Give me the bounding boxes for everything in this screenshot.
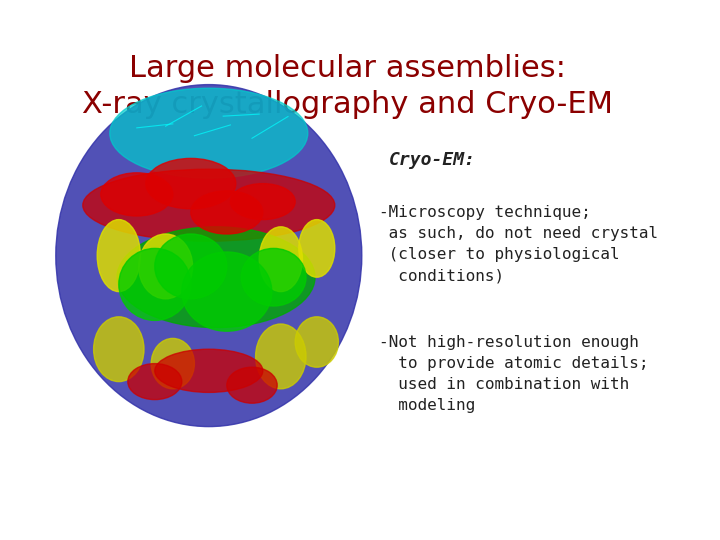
Ellipse shape [117,227,315,328]
Ellipse shape [128,363,181,400]
Ellipse shape [259,227,302,292]
Ellipse shape [191,191,263,234]
Ellipse shape [139,234,193,299]
Text: -Not high-resolution enough
  to provide atomic details;
  used in combination w: -Not high-resolution enough to provide a… [379,335,648,413]
Ellipse shape [295,317,338,367]
Ellipse shape [110,88,308,178]
Text: Large molecular assemblies:
X-ray crystallography and Cryo-EM: Large molecular assemblies: X-ray crysta… [82,54,613,119]
Ellipse shape [299,220,335,277]
Ellipse shape [227,367,277,403]
Ellipse shape [145,158,236,209]
Ellipse shape [101,173,173,216]
Ellipse shape [155,349,263,393]
Ellipse shape [56,85,362,427]
FancyBboxPatch shape [0,0,702,540]
Ellipse shape [155,234,227,299]
Ellipse shape [230,184,295,220]
Ellipse shape [241,248,306,306]
Ellipse shape [97,220,140,292]
Ellipse shape [94,317,144,382]
Text: -Microscopy technique;
 as such, do not need crystal
 (closer to physiological
 : -Microscopy technique; as such, do not n… [379,205,658,283]
Ellipse shape [83,169,335,241]
Ellipse shape [181,252,272,331]
Ellipse shape [119,248,191,320]
Ellipse shape [256,324,306,389]
Ellipse shape [151,339,194,389]
Text: Cryo-EM:: Cryo-EM: [389,151,476,169]
